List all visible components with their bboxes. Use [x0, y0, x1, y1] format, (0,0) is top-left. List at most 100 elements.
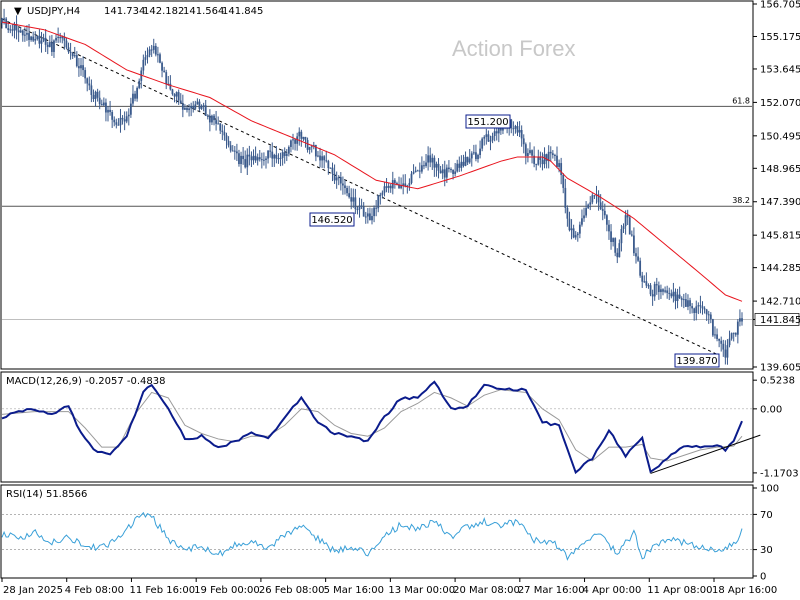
- candle-body: [524, 144, 527, 156]
- candle-body: [304, 136, 307, 141]
- candle-body: [146, 55, 149, 58]
- candle-body: [734, 332, 737, 335]
- candle-body: [30, 36, 33, 40]
- candle-body: [443, 169, 446, 178]
- header-dropdown-icon[interactable]: ▼: [14, 6, 22, 17]
- candle-body: [701, 306, 704, 309]
- price-y-tick-label: 142.710: [760, 297, 800, 308]
- candle-body: [433, 157, 436, 168]
- candle-body: [616, 252, 619, 258]
- candle-body: [635, 253, 637, 257]
- candle-body: [242, 155, 245, 160]
- candle-body: [626, 215, 629, 218]
- candle-body: [198, 101, 201, 109]
- candle-body: [75, 55, 78, 67]
- candle-body: [470, 153, 473, 159]
- candle-body: [319, 155, 321, 161]
- candle-body: [271, 151, 274, 159]
- candle-body: [250, 156, 253, 161]
- candle-body: [497, 126, 500, 134]
- candle-body: [387, 185, 390, 188]
- candle-body: [92, 94, 95, 100]
- candle-body: [514, 126, 517, 129]
- candle-body: [34, 38, 37, 41]
- candle-body: [462, 161, 465, 166]
- candle-body: [348, 193, 351, 198]
- candle-body: [516, 126, 519, 133]
- candle-body: [547, 151, 550, 162]
- candle-body: [235, 151, 238, 154]
- price-panel: 61.8 38.2 151.200 146.520 139.870: [1, 8, 752, 368]
- candle-body: [71, 52, 74, 57]
- candle-body: [294, 139, 296, 144]
- candle-body: [495, 131, 498, 134]
- candle-body: [695, 306, 698, 314]
- candle-body: [633, 235, 635, 254]
- candle-body: [427, 155, 430, 163]
- candle-body: [375, 207, 378, 209]
- candle-body: [699, 305, 702, 307]
- candle-body: [356, 209, 359, 211]
- candle-body: [115, 122, 118, 125]
- candle-body: [389, 185, 392, 189]
- candle-body: [285, 153, 288, 156]
- candle-body: [82, 65, 84, 71]
- candle-body: [578, 224, 581, 234]
- candle-body: [231, 150, 234, 152]
- candle-body: [219, 123, 222, 131]
- candle-body: [576, 233, 579, 236]
- candle-body: [645, 281, 648, 286]
- candle-body: [597, 194, 600, 203]
- candle-body: [412, 171, 415, 174]
- price-y-tick-label: 150.495: [760, 131, 800, 142]
- candle-body: [491, 136, 494, 141]
- header-close: 141.845: [222, 6, 263, 17]
- candle-body: [437, 163, 440, 171]
- rsi-panel-frame: [0, 484, 754, 579]
- candle-body: [192, 106, 195, 109]
- candle-body: [275, 154, 278, 159]
- candle-body: [1, 18, 3, 24]
- candle-body: [48, 42, 51, 47]
- candle-body: [647, 285, 650, 287]
- candle-body: [279, 157, 282, 159]
- candle-body: [608, 224, 610, 232]
- candle-body: [121, 117, 124, 120]
- candle-body: [416, 170, 419, 172]
- candle-body: [80, 65, 82, 69]
- candle-body: [676, 294, 679, 302]
- candle-body: [682, 299, 685, 301]
- candle-body: [94, 91, 97, 100]
- candle-body: [150, 49, 153, 51]
- candle-body: [144, 57, 147, 60]
- candle-body: [59, 36, 62, 39]
- candle-body: [107, 109, 109, 113]
- candle-body: [358, 205, 361, 210]
- candle-body: [429, 155, 432, 163]
- candle-body: [643, 281, 646, 283]
- candle-body: [564, 187, 567, 208]
- macd-panel: MACD(12,26,9) -0.2057 -0.4838: [1, 376, 761, 475]
- candle-body: [591, 195, 594, 203]
- candle-body: [154, 45, 157, 55]
- candle-body: [341, 183, 344, 186]
- candle-body: [512, 128, 515, 130]
- candle-body: [549, 151, 552, 154]
- candle-body: [333, 173, 336, 181]
- candle-body: [529, 150, 531, 154]
- candle-body: [142, 59, 145, 71]
- candle-body: [244, 159, 247, 168]
- candle-body: [454, 171, 457, 174]
- candle-body: [562, 174, 565, 188]
- candle-body: [7, 28, 10, 31]
- candle-body: [44, 37, 47, 45]
- candle-body: [109, 109, 111, 113]
- candle-body: [310, 146, 313, 148]
- candle-body: [383, 186, 386, 193]
- candle-body: [697, 305, 700, 307]
- rsi-panel: RSI(14) 51.8566: [1, 489, 752, 561]
- candle-body: [728, 338, 731, 346]
